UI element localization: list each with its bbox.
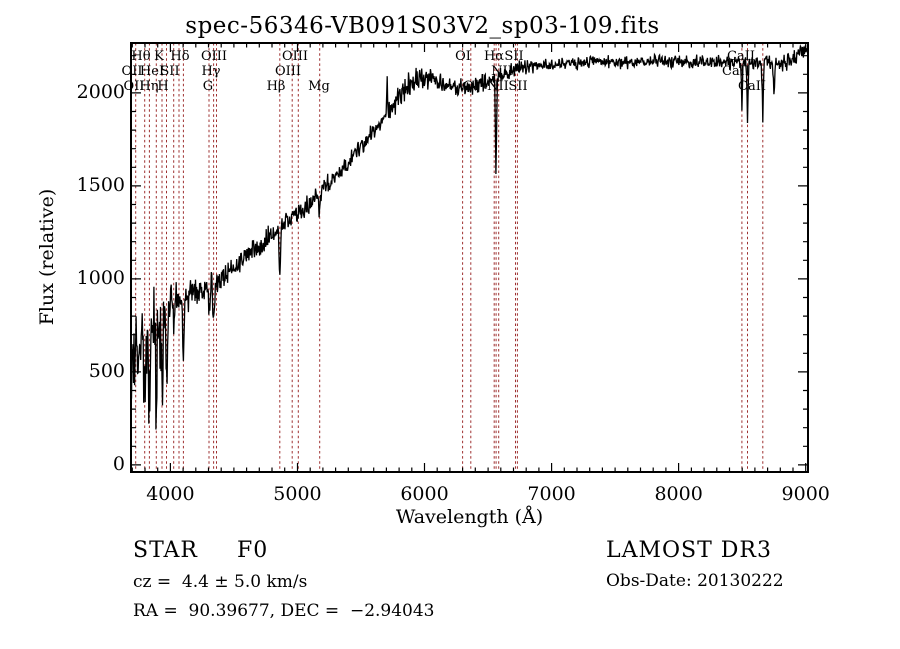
plot-title: spec-56346-VB091S03V2_sp03-109.fits xyxy=(185,13,660,39)
y-axis-label: Flux (relative) xyxy=(36,188,58,326)
spectral-line-label: SII xyxy=(504,49,524,64)
spectral-line-label: Hγ xyxy=(201,64,221,79)
spectral-line-label: K xyxy=(154,49,164,64)
spectral-line-label: H xyxy=(157,79,169,94)
axis-ticks xyxy=(131,43,808,472)
x-tick-label: 6000 xyxy=(400,483,449,505)
spectral-line-label: NII xyxy=(491,64,513,79)
spectral-line-markers xyxy=(135,43,764,472)
x-tick-label: 5000 xyxy=(273,483,322,505)
spectral-line-label: Mg xyxy=(308,79,330,94)
ra-dec-label: RA = 90.39677, DEC = −2.94043 xyxy=(133,601,435,621)
x-tick-label: 9000 xyxy=(781,483,830,505)
y-tick-label: 1000 xyxy=(76,266,125,289)
x-axis-label: Wavelength (Å) xyxy=(395,506,544,528)
y-tick-label: 0 xyxy=(112,452,125,475)
spectral-line-label: Hα xyxy=(483,49,505,64)
plot-frame xyxy=(130,42,809,473)
spectral-line-label: SII xyxy=(508,79,528,94)
spectral-line-label: Hβ xyxy=(266,79,286,94)
x-tick-label: 7000 xyxy=(527,483,576,505)
spectrum-trace xyxy=(130,44,809,430)
spectral-line-label: NII xyxy=(487,79,509,94)
spectral-line-label: OIII xyxy=(281,49,309,64)
y-tick-label: 2000 xyxy=(76,80,125,103)
spectral-line-label: OII xyxy=(121,64,143,79)
spectral-line-label: Hδ xyxy=(170,49,190,64)
object-subclass-label: F0 xyxy=(237,538,269,563)
spectral-line-label: SII xyxy=(160,64,180,79)
spectral-line-label: CaII xyxy=(738,79,766,94)
spectral-line-label: CaII xyxy=(722,64,750,79)
spectral-line-label: OI xyxy=(455,49,471,64)
spectral-line-label: Hθ xyxy=(131,49,151,64)
y-tick-label: 1500 xyxy=(76,173,125,196)
obs-date-label: Obs-Date: 20130222 xyxy=(606,571,784,591)
x-tick-label: 4000 xyxy=(146,483,195,505)
y-tick-label: 500 xyxy=(88,359,125,382)
spectral-line-label: HeI xyxy=(139,64,165,79)
survey-release-label: LAMOST DR3 xyxy=(606,538,772,563)
spectral-line-label: OI xyxy=(463,79,479,94)
spectral-line-label: CaII xyxy=(727,49,755,64)
cz-velocity-label: cz = 4.4 ± 5.0 km/s xyxy=(133,572,308,592)
spectral-line-label: OII xyxy=(123,79,145,94)
spectral-line-label: G xyxy=(202,79,214,94)
x-tick-label: 8000 xyxy=(654,483,703,505)
object-class-label: STAR xyxy=(133,538,198,563)
spectral-line-label: OIII xyxy=(274,64,302,79)
spectral-line-label: Hη xyxy=(139,79,159,94)
spectral-line-label: OIII xyxy=(200,49,228,64)
